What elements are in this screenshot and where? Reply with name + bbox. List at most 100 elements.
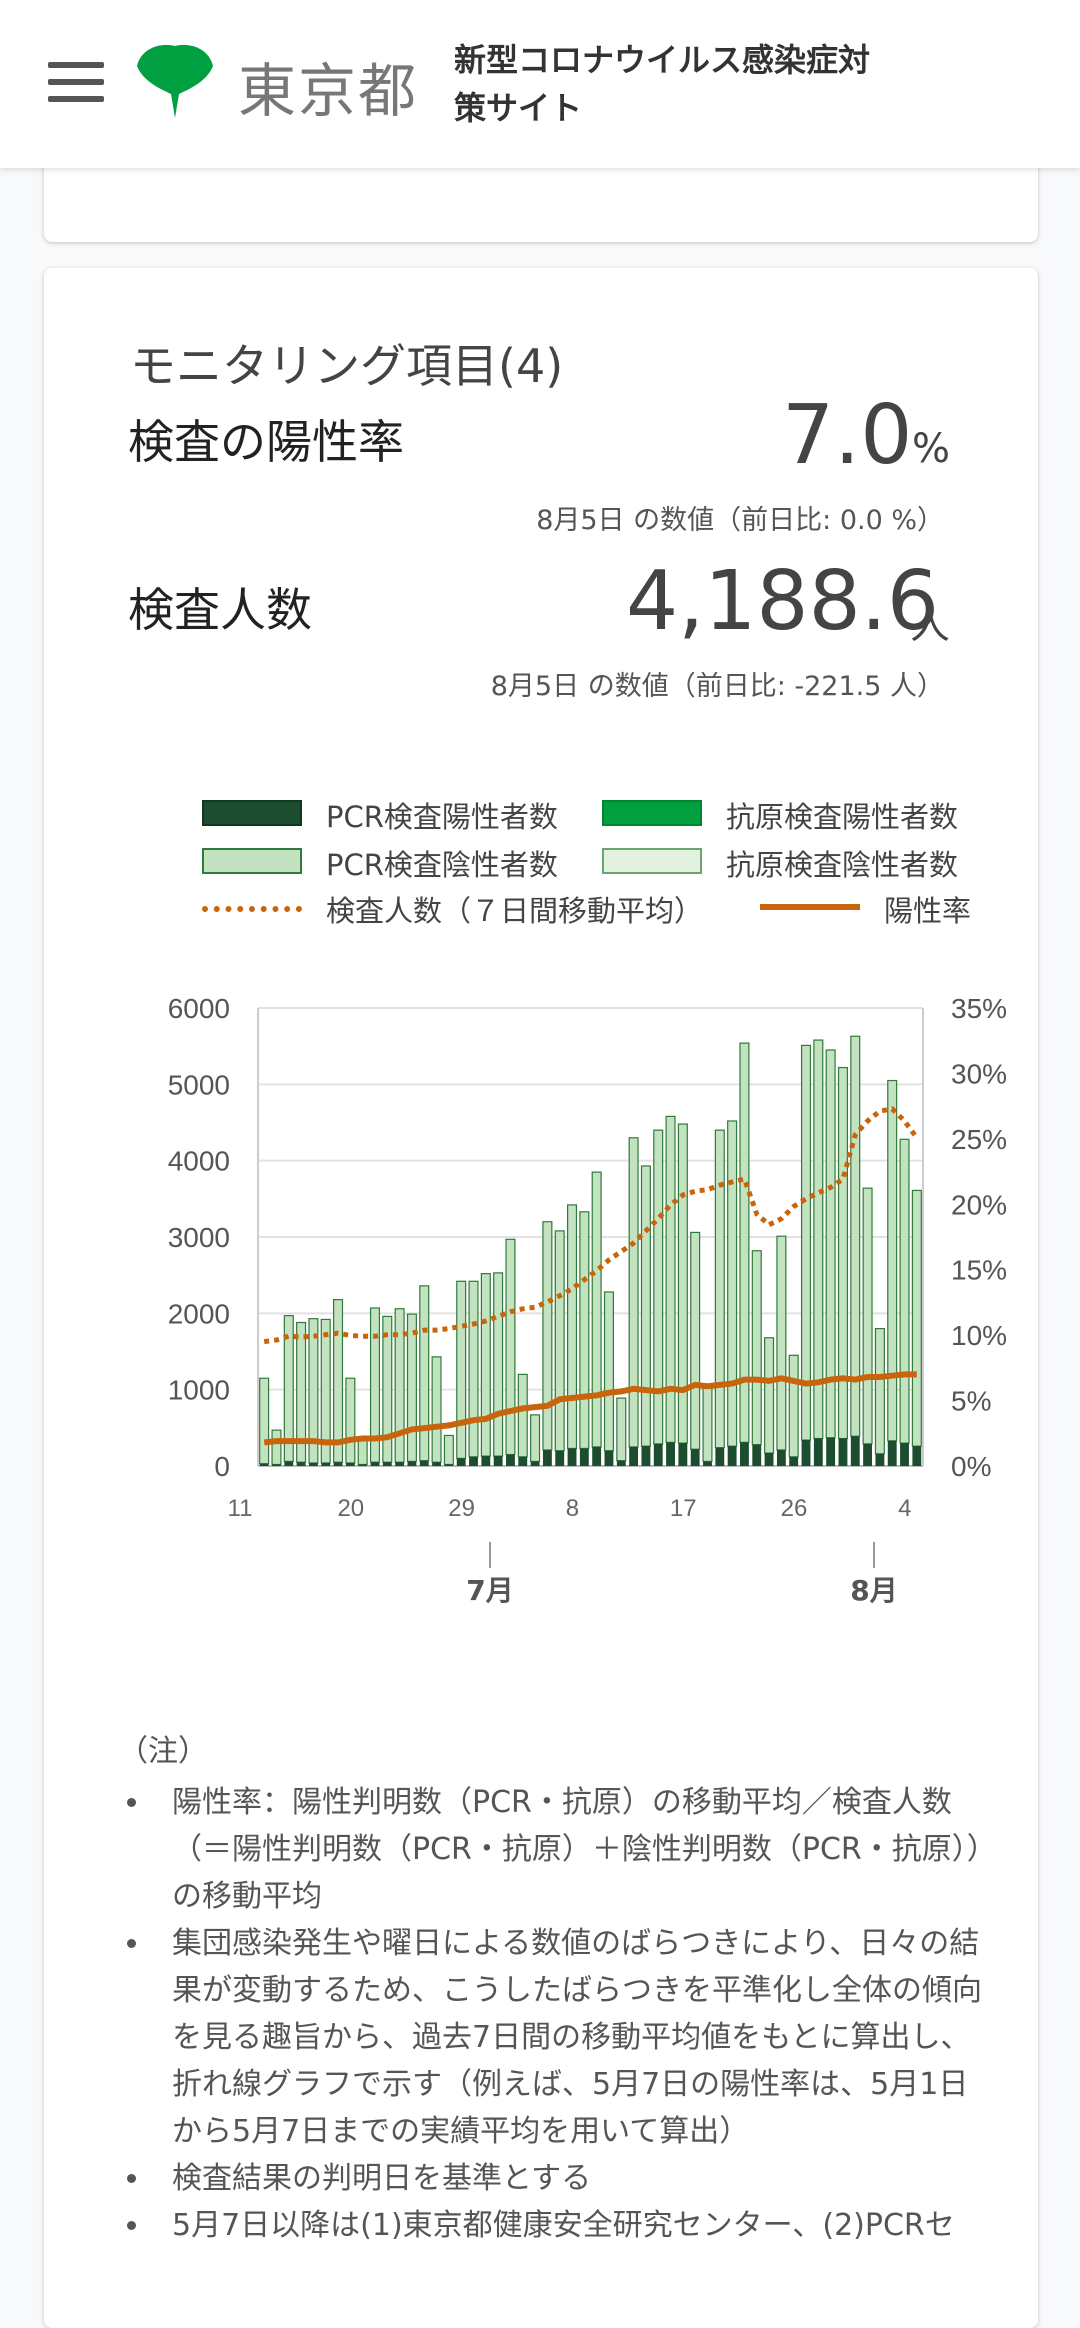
bar-pcr-positive — [764, 1453, 774, 1466]
bar-pcr-negative — [850, 1035, 861, 1437]
bar-pcr-positive — [826, 1437, 836, 1466]
x-tick-label: 20 — [337, 1495, 364, 1522]
note-item: 検査結果の判明日を基準とする — [152, 2155, 998, 2202]
bar-pcr-positive — [321, 1462, 331, 1466]
positivity-value: 7.0 — [782, 388, 913, 483]
bar-pcr-negative — [517, 1373, 528, 1458]
bar-pcr-positive — [542, 1449, 552, 1466]
bar-pcr-positive — [444, 1464, 454, 1466]
x-tick-label: 8 — [566, 1495, 579, 1522]
bar-pcr-negative — [419, 1285, 430, 1462]
bar-pcr-positive — [345, 1462, 355, 1466]
bar-pcr-negative — [394, 1308, 405, 1463]
bar-pcr-negative — [333, 1298, 344, 1463]
bar-pcr-positive — [469, 1456, 478, 1466]
bar-pcr-negative — [837, 1066, 848, 1440]
bar-pcr-positive — [592, 1446, 602, 1466]
bar-pcr-negative — [431, 1356, 442, 1463]
bar-pcr-positive — [838, 1438, 848, 1466]
y-right-tick-label: 0% — [951, 1451, 991, 1482]
bar-pcr-negative — [727, 1120, 738, 1447]
chart-legend: PCR検査陽性者数 抗原検査陽性者数 PCR検査陰性者数 抗原検査陰性者数 検査… — [160, 800, 980, 940]
bar-pcr-positive — [863, 1443, 873, 1466]
bar-pcr-positive — [259, 1463, 269, 1466]
bar-pcr-negative — [283, 1315, 294, 1463]
bar-pcr-negative — [406, 1313, 417, 1463]
site-title[interactable]: 新型コロナウイルス感染症対策サイト — [454, 41, 871, 127]
x-tick-label: 26 — [781, 1495, 808, 1522]
bar-pcr-negative — [493, 1272, 504, 1457]
bar-pcr-positive — [370, 1462, 380, 1466]
bar-pcr-negative — [800, 1044, 812, 1441]
card-title: モニタリング項目(4) — [130, 339, 564, 393]
bar-pcr-positive — [395, 1462, 405, 1466]
tests-unit: 人 — [910, 602, 950, 648]
bar-pcr-positive — [776, 1449, 786, 1466]
bar-pcr-positive — [308, 1462, 318, 1466]
legend-swatch-ag-neg[interactable] — [602, 848, 702, 874]
tests-label: 検査人数 — [128, 583, 312, 637]
y-left-tick-label: 5000 — [168, 1069, 230, 1100]
y-right-tick-label: 5% — [951, 1386, 991, 1417]
legend-ag-neg[interactable]: 抗原検査陰性者数 — [726, 848, 959, 882]
bar-pcr-negative — [751, 1250, 762, 1446]
positivity-rate-line — [263, 1371, 917, 1446]
y-right-tick-label: 35% — [951, 993, 1007, 1024]
legend-swatch-pcr-neg[interactable] — [202, 848, 302, 874]
y-left-tick-label: 2000 — [168, 1298, 230, 1329]
legend-pcr-neg[interactable]: PCR検査陰性者数 — [326, 848, 558, 882]
bar-pcr-negative — [653, 1129, 664, 1445]
x-tick-label: 29 — [448, 1495, 475, 1522]
bar-pcr-positive — [432, 1462, 441, 1466]
x-tick-label: 11 — [228, 1495, 253, 1522]
legend-pcr-pos[interactable]: PCR検査陽性者数 — [326, 800, 558, 834]
legend-swatch-pcr-pos[interactable] — [202, 800, 302, 826]
y-left-tick-label: 4000 — [168, 1146, 230, 1177]
menu-icon[interactable] — [48, 60, 106, 104]
bar-pcr-negative — [259, 1377, 270, 1465]
bar-pcr-positive — [703, 1461, 712, 1466]
bar-pcr-positive — [740, 1442, 749, 1466]
legend-avg[interactable]: 検査人数（７日間移動平均） — [326, 894, 704, 928]
positivity-sub: 8月5日 の数値（前日比: 0.0 %） — [536, 505, 944, 536]
notes: （注） 陽性率：陽性判明数（PCR・抗原）の移動平均／検査人数（＝陽性判明数（P… — [118, 1728, 998, 2249]
y-right-tick-label: 25% — [951, 1124, 1007, 1155]
x-tick-label: 4 — [898, 1495, 911, 1522]
bar-pcr-positive — [629, 1446, 639, 1466]
bar-pcr-negative — [480, 1273, 491, 1457]
month-label: 8月 — [850, 1574, 897, 1607]
bar-pcr-negative — [911, 1189, 922, 1447]
bar-pcr-positive — [616, 1460, 626, 1466]
bar-pcr-positive — [666, 1442, 675, 1466]
bar-pcr-positive — [604, 1450, 614, 1466]
y-right-tick-label: 15% — [951, 1255, 1007, 1286]
bar-pcr-negative — [566, 1204, 578, 1450]
legend-ag-pos[interactable]: 抗原検査陽性者数 — [726, 800, 959, 834]
legend-rate[interactable]: 陽性率 — [884, 894, 972, 928]
y-left-tick-label: 1000 — [168, 1375, 230, 1406]
x-tick-label: 17 — [670, 1495, 697, 1522]
bar-pcr-positive — [727, 1446, 737, 1466]
notes-heading: （注） — [118, 1734, 208, 1769]
bar-pcr-negative — [530, 1414, 541, 1463]
bar-pcr-positive — [579, 1448, 589, 1466]
legend-swatch-ag-pos[interactable] — [602, 800, 702, 826]
bar-pcr-positive — [850, 1436, 860, 1466]
month-label: 7月 — [466, 1574, 513, 1607]
bar-pcr-positive — [715, 1447, 725, 1466]
bar-pcr-positive — [358, 1464, 368, 1466]
notes-list: 陽性率：陽性判明数（PCR・抗原）の移動平均／検査人数（＝陽性判明数（PCR・抗… — [118, 1779, 998, 2249]
bar-pcr-negative — [456, 1280, 467, 1459]
positivity-chart: 6000 5000 4000 3000 2000 1000 0 35% 30% 25% 20% 15%… — [168, 993, 1007, 1607]
tokyo-logo-icon[interactable] — [135, 42, 215, 122]
bar-pcr-negative — [702, 1387, 713, 1463]
bar-pcr-negative — [603, 1291, 615, 1452]
bar-pcr-positive — [641, 1446, 651, 1466]
bar-pcr-positive — [506, 1454, 515, 1466]
legend-swatch-rate[interactable] — [760, 904, 860, 910]
note-item: 陽性率：陽性判明数（PCR・抗原）の移動平均／検査人数（＝陽性判明数（PCR・抗… — [152, 1779, 998, 1920]
y-right-tick-label: 20% — [951, 1189, 1007, 1220]
legend-swatch-avg[interactable] — [202, 906, 302, 912]
logo-text[interactable]: 東京都 — [238, 57, 419, 125]
app-bar: 東京都 新型コロナウイルス感染症対策サイト — [0, 0, 1080, 168]
